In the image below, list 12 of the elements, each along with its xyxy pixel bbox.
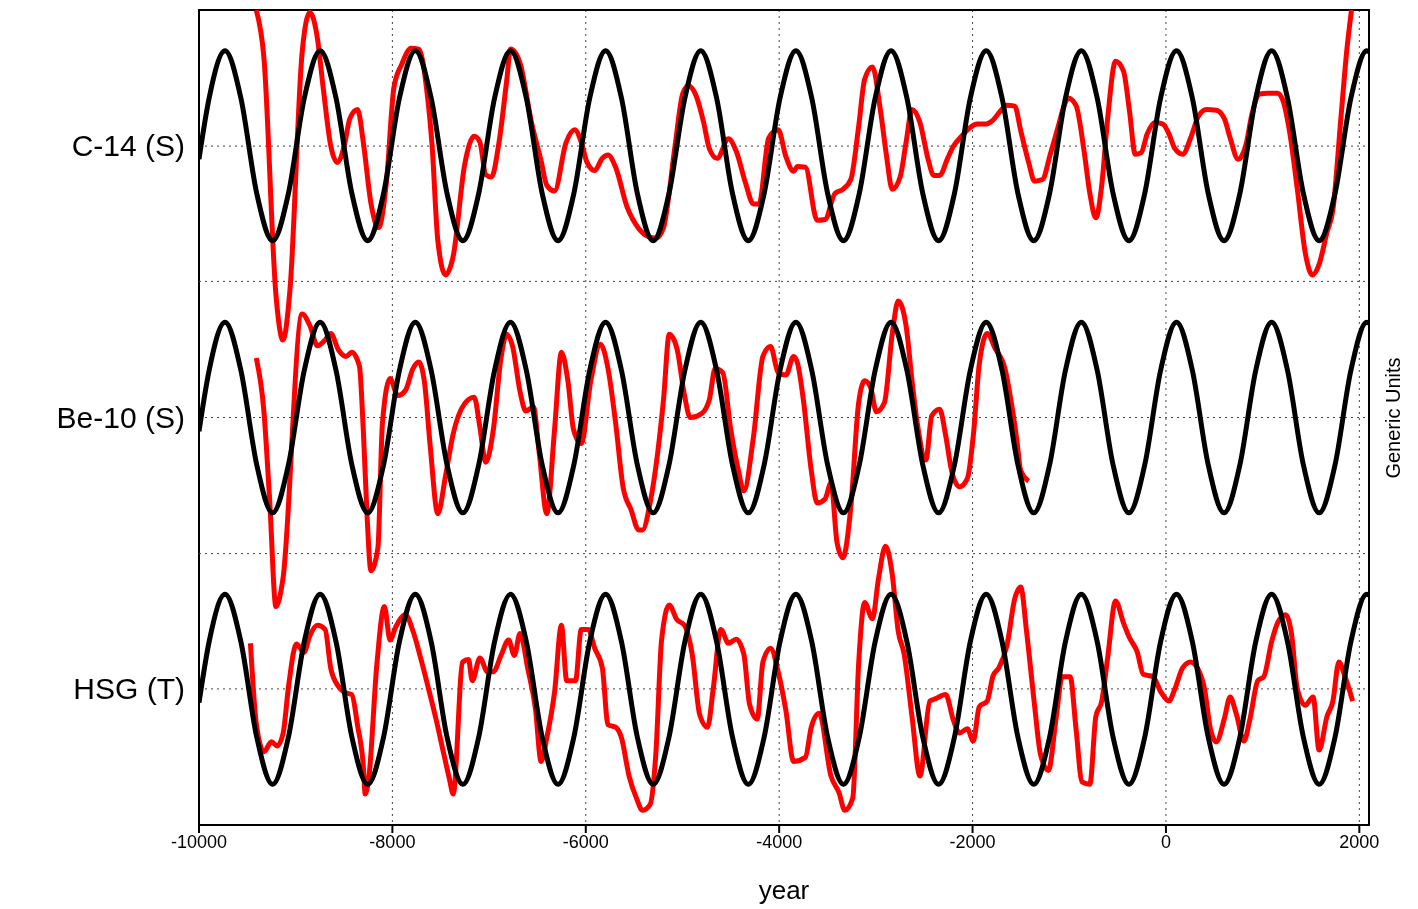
x-axis-title: year (758, 875, 810, 905)
x-tick-label: 0 (1160, 831, 1171, 852)
ref-line-label: Be-10 (S) (56, 399, 185, 436)
x-tick-label: -2000 (949, 831, 996, 852)
x-tick-label: -8000 (369, 831, 416, 852)
x-tick-label: -10000 (170, 831, 228, 852)
y2-axis-title: Generic Units (1381, 356, 1405, 479)
x-tick-label: -4000 (756, 831, 803, 852)
ref-line-label: C-14 (S) (71, 128, 185, 165)
x-tick-label: 2000 (1339, 831, 1380, 852)
x-tick-label: -6000 (562, 831, 609, 852)
ref-line-label: HSG (T) (73, 670, 185, 707)
